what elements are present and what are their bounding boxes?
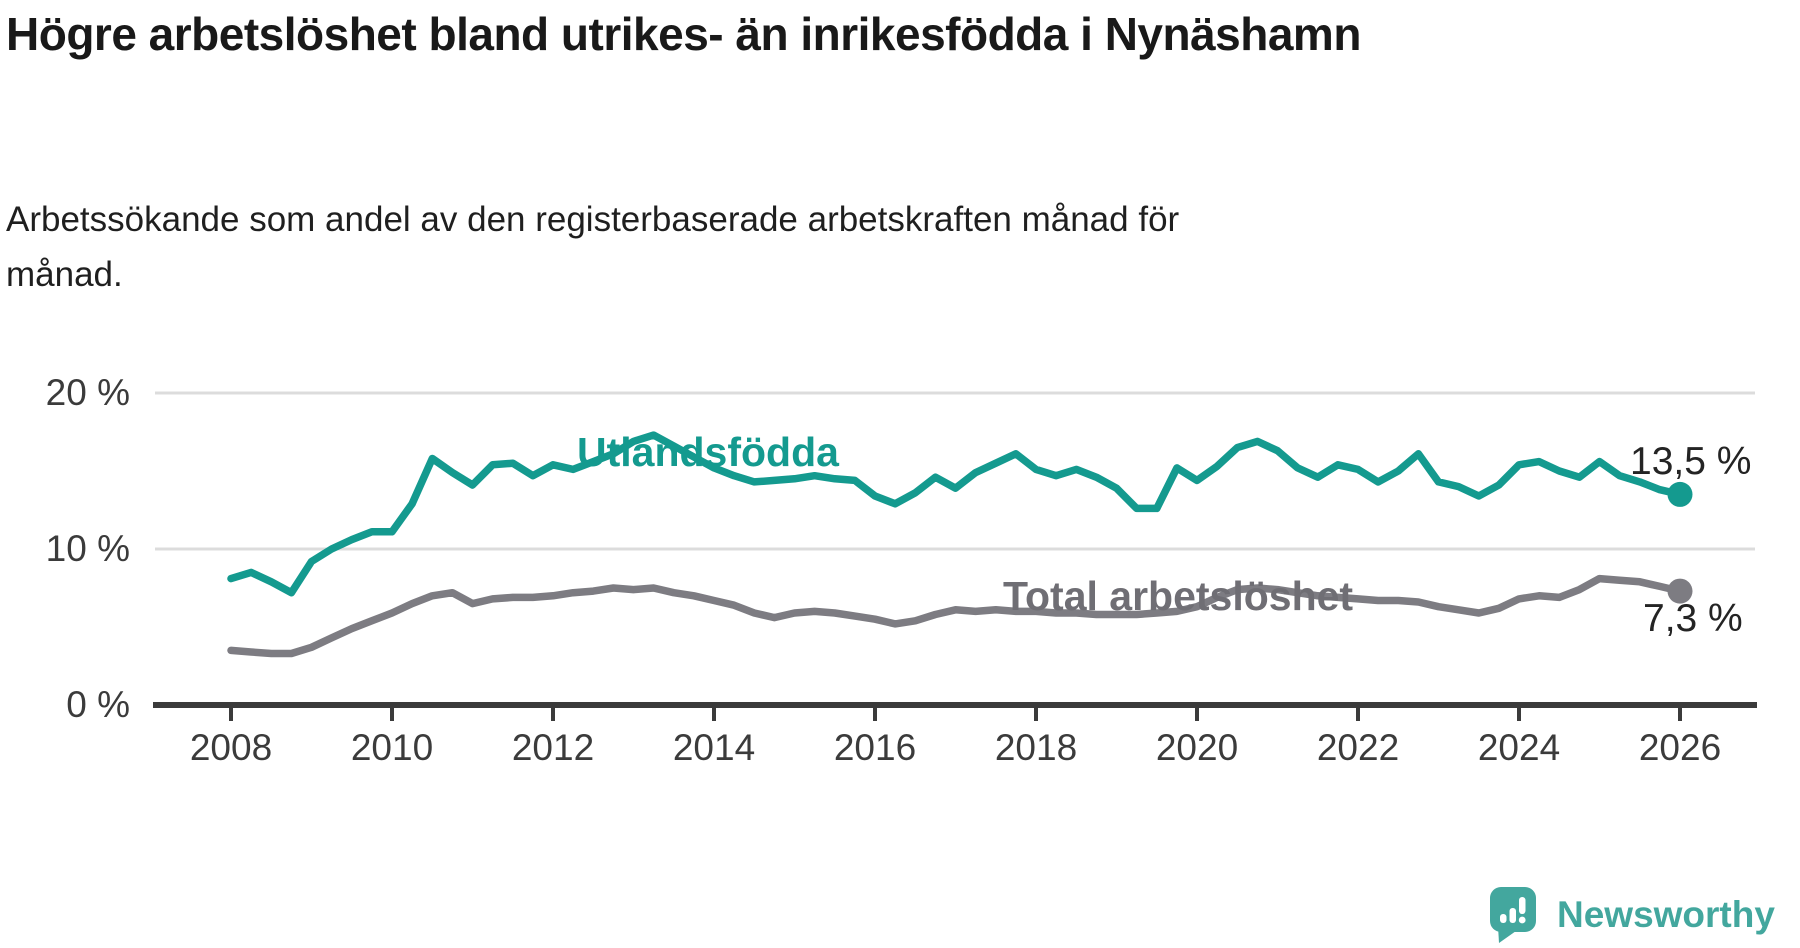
x-tick-2018: 2018 (994, 727, 1078, 768)
chart-subtitle: Arbetssökande som andel av den registerb… (6, 192, 1506, 302)
x-tick-2016: 2016 (833, 727, 917, 768)
end-dot-total (1667, 578, 1693, 604)
title-line-1: Högre arbetslöshet bland utrikes- än inr… (6, 8, 1093, 60)
y-tick-10: 10 % (45, 528, 130, 569)
x-tick-2020: 2020 (1155, 727, 1239, 768)
page-title: Högre arbetslöshet bland utrikes- än inr… (6, 4, 1396, 64)
subtitle-line-2: månad. (6, 255, 123, 294)
title-line-2: Nynäshamn (1104, 8, 1362, 60)
end-value-total: 7,3 % (1643, 597, 1743, 640)
y-tick-20: 20 % (45, 372, 130, 413)
newsworthy-logo: Newsworthy (1489, 886, 1775, 944)
x-tick-2010: 2010 (350, 727, 434, 768)
x-tick-2008: 2008 (189, 727, 273, 768)
line-utlandsfodda (227, 431, 1684, 597)
line-total-arbetsloshet (227, 574, 1684, 658)
newsworthy-logo-text: Newsworthy (1557, 894, 1775, 935)
x-tick-2022: 2022 (1316, 727, 1400, 768)
subtitle-line-1: Arbetssökande som andel av den registerb… (6, 200, 1180, 239)
x-tick-2012: 2012 (511, 727, 595, 768)
x-tick-2026: 2026 (1638, 727, 1722, 768)
x-tick-2024: 2024 (1477, 727, 1561, 768)
x-tick-2014: 2014 (672, 727, 756, 768)
end-value-utlandsfodda: 13,5 % (1630, 440, 1752, 483)
series-label-utlandsfodda: Utlandsfödda (577, 429, 839, 475)
y-tick-0: 0 % (66, 684, 130, 725)
x-axis-ticks (229, 705, 1682, 721)
series-label-total: Total arbetslöshet (1003, 573, 1354, 619)
newsworthy-logo-icon (1490, 887, 1536, 943)
end-dot-utlandsfodda (1667, 481, 1693, 507)
